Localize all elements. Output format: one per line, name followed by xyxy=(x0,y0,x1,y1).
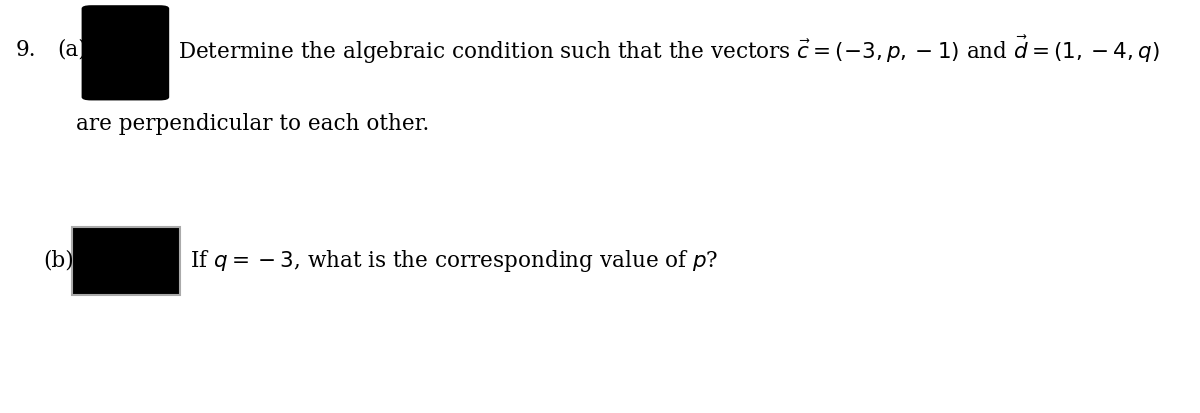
Text: 9.: 9. xyxy=(16,38,36,61)
Text: If $q = -3$, what is the corresponding value of $p$?: If $q = -3$, what is the corresponding v… xyxy=(190,247,718,273)
Text: (b): (b) xyxy=(43,249,74,271)
Text: (a): (a) xyxy=(58,38,88,61)
Text: are perpendicular to each other.: are perpendicular to each other. xyxy=(76,113,428,135)
Text: Determine the algebraic condition such that the vectors $\vec{c} = (-3, p, -1)$ : Determine the algebraic condition such t… xyxy=(178,33,1159,66)
